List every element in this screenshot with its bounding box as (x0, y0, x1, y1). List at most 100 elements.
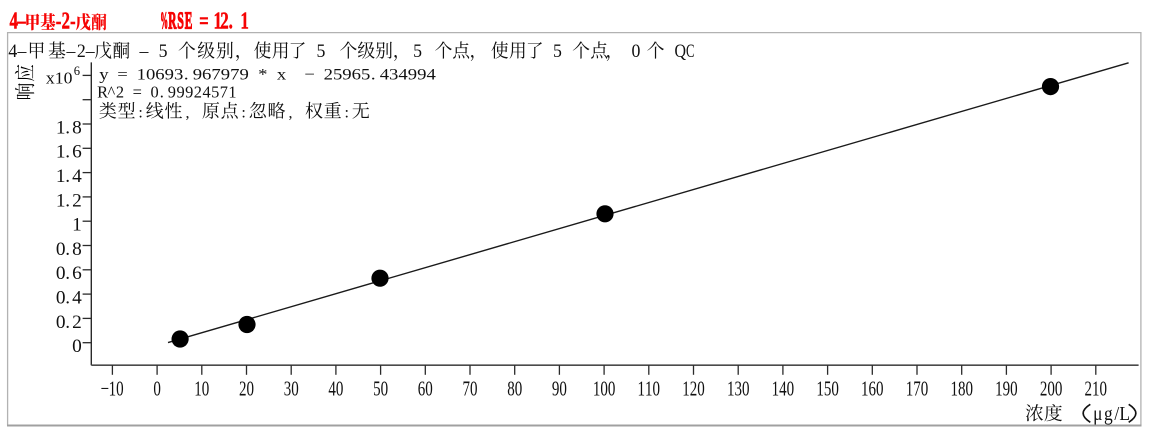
svg-text:^: ^ (107, 83, 115, 102)
svg-text:2: 2 (72, 312, 82, 333)
svg-text:1: 1 (56, 117, 66, 138)
svg-text:0: 0 (653, 378, 660, 401)
svg-text:0: 0 (1010, 378, 1017, 401)
svg-text:1: 1 (772, 378, 779, 401)
svg-text:1: 1 (638, 378, 645, 401)
svg-text:8: 8 (72, 117, 82, 138)
svg-text:5: 5 (333, 65, 343, 84)
svg-text:6: 6 (72, 263, 82, 284)
svg-text:0: 0 (72, 336, 82, 357)
svg-text:5: 5 (553, 41, 562, 62)
svg-text:2: 2 (77, 41, 86, 62)
svg-text:S: S (177, 7, 184, 35)
svg-text:6: 6 (202, 65, 212, 84)
svg-text:2: 2 (1085, 378, 1092, 401)
svg-text:1: 1 (906, 378, 913, 401)
svg-text:1: 1 (1092, 378, 1099, 401)
svg-text:0: 0 (921, 378, 928, 401)
svg-text:9: 9 (342, 65, 352, 84)
svg-text:9: 9 (408, 65, 418, 84)
svg-text::: : (138, 104, 142, 121)
svg-text:0: 0 (608, 378, 615, 401)
svg-text:,: , (289, 104, 293, 121)
svg-text:9: 9 (193, 65, 203, 84)
svg-text:1: 1 (593, 378, 600, 401)
svg-text:x: x (277, 65, 287, 84)
svg-text:0: 0 (600, 378, 607, 401)
svg-text:1: 1 (56, 190, 66, 211)
svg-text:1: 1 (682, 378, 689, 401)
svg-text:7: 7 (463, 378, 470, 401)
svg-text:9: 9 (221, 65, 231, 84)
svg-text:1: 1 (109, 378, 116, 401)
svg-text:1: 1 (214, 7, 222, 35)
svg-text:0: 0 (56, 287, 66, 308)
svg-text:7: 7 (230, 65, 240, 84)
svg-text:Q: Q (674, 41, 686, 62)
svg-text:−: − (304, 65, 315, 84)
svg-text:4: 4 (72, 287, 82, 308)
svg-text:2: 2 (239, 378, 246, 401)
svg-text:8: 8 (958, 378, 965, 401)
svg-text:3: 3 (284, 378, 291, 401)
svg-text:5: 5 (824, 378, 831, 401)
svg-text:.: . (371, 65, 376, 84)
svg-text:9: 9 (239, 65, 249, 84)
svg-text:0: 0 (1047, 378, 1054, 401)
svg-text::: : (241, 104, 245, 121)
svg-text:4: 4 (426, 65, 436, 84)
svg-text:6: 6 (72, 142, 82, 163)
svg-text:6: 6 (74, 64, 80, 78)
svg-text:.: . (184, 65, 189, 84)
svg-text:0: 0 (336, 378, 343, 401)
svg-text:0: 0 (1100, 378, 1107, 401)
svg-text:,: , (185, 104, 189, 121)
svg-text:8: 8 (507, 378, 514, 401)
svg-text:9: 9 (185, 83, 193, 102)
svg-text:9: 9 (1003, 378, 1010, 401)
svg-text:4: 4 (328, 378, 335, 401)
svg-text:0: 0 (425, 378, 432, 401)
svg-text:g: g (1104, 403, 1113, 425)
svg-text:μ: μ (1093, 403, 1102, 425)
svg-text:4: 4 (202, 83, 210, 102)
svg-text:R: R (168, 7, 177, 35)
svg-text:–: – (65, 41, 76, 62)
svg-text:0: 0 (965, 378, 972, 401)
svg-text:0: 0 (150, 83, 158, 102)
svg-text:0: 0 (116, 378, 123, 401)
svg-text:4: 4 (10, 7, 19, 35)
svg-text:.: . (65, 263, 70, 284)
svg-text:8: 8 (72, 239, 82, 260)
svg-text:y: y (99, 65, 109, 84)
svg-text:0: 0 (146, 65, 156, 84)
svg-text:.: . (229, 7, 233, 35)
svg-text:-: - (70, 7, 76, 35)
svg-text:7: 7 (913, 378, 920, 401)
svg-text:–: – (85, 41, 96, 62)
svg-text:−: − (101, 378, 109, 401)
svg-text:7: 7 (211, 65, 221, 84)
svg-text:0: 0 (515, 378, 522, 401)
svg-text:1: 1 (56, 142, 66, 163)
svg-text:.: . (65, 190, 70, 211)
svg-text:2: 2 (61, 7, 69, 35)
svg-text:0: 0 (153, 378, 160, 401)
svg-text:5: 5 (211, 83, 219, 102)
svg-text:2: 2 (690, 378, 697, 401)
svg-text:=: = (117, 65, 128, 84)
svg-text:3: 3 (174, 65, 184, 84)
svg-text:2: 2 (194, 83, 202, 102)
svg-text:0: 0 (202, 378, 209, 401)
svg-text:4: 4 (779, 378, 786, 401)
svg-text:.: . (65, 239, 70, 260)
svg-text:.: . (65, 117, 70, 138)
svg-text:5: 5 (361, 65, 371, 84)
svg-text:0: 0 (56, 239, 66, 260)
svg-text:9: 9 (168, 83, 176, 102)
svg-text:C: C (686, 41, 695, 62)
svg-text:L: L (1119, 403, 1130, 425)
svg-text:9: 9 (417, 65, 427, 84)
svg-text:1: 1 (861, 378, 868, 401)
svg-text:1: 1 (240, 7, 248, 35)
